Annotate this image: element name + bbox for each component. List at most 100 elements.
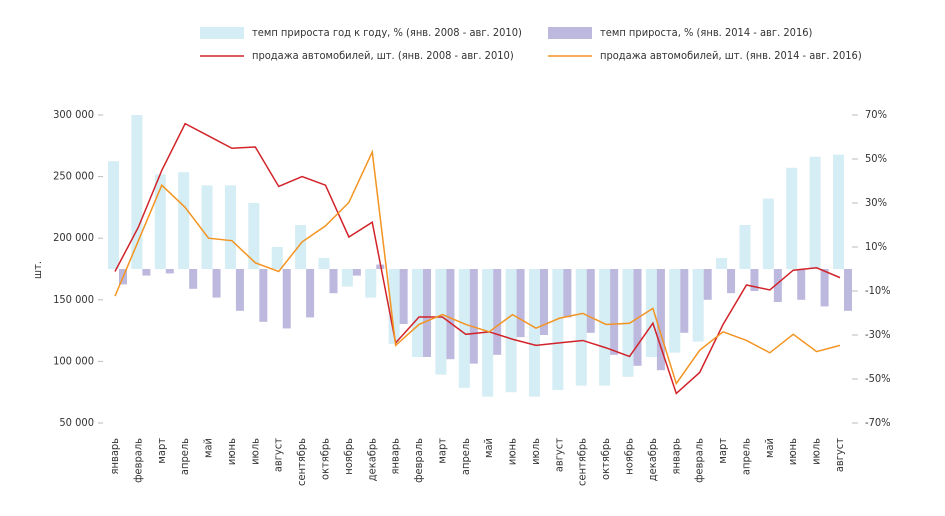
y2-tick-label: 30% <box>865 196 887 209</box>
y-tick-label: 100 000 <box>53 354 94 367</box>
bar <box>306 269 315 318</box>
legend-label: продажа автомобилей, шт. (янв. 2008 - ав… <box>252 49 514 62</box>
bar <box>154 174 166 269</box>
y2-tick-label: -50% <box>865 372 891 385</box>
legend-label: продажа автомобилей, шт. (янв. 2014 - ав… <box>600 49 862 62</box>
bar <box>727 269 736 294</box>
x-tick-label: июнь <box>786 438 799 465</box>
bar <box>469 269 478 364</box>
bar <box>844 269 852 311</box>
bar <box>482 269 494 397</box>
legend-swatch <box>200 27 244 39</box>
x-tick-label: март <box>155 438 168 464</box>
bar <box>692 269 704 342</box>
bar <box>224 185 236 269</box>
x-tick-label: октябрь <box>318 438 331 480</box>
bar <box>739 225 751 269</box>
x-tick-label: июль <box>529 438 542 465</box>
y-tick-label: 150 000 <box>53 293 94 306</box>
bar <box>108 161 119 269</box>
bar <box>142 269 151 276</box>
bar <box>786 167 798 269</box>
x-tick-label: ноябрь <box>623 438 636 475</box>
bar <box>399 269 408 324</box>
bar <box>446 269 455 360</box>
bar <box>352 269 361 276</box>
line <box>114 122 841 395</box>
x-tick-label: февраль <box>693 438 706 483</box>
bar <box>656 269 665 371</box>
bar <box>716 258 728 269</box>
bar <box>458 269 470 388</box>
bar <box>365 269 377 298</box>
bar <box>586 269 595 333</box>
bar <box>680 269 689 333</box>
bar <box>833 154 844 269</box>
x-tick-label: апрель <box>459 438 472 475</box>
bar <box>341 269 353 287</box>
x-tick-label: май <box>202 438 215 458</box>
x-tick-label: июнь <box>506 438 519 465</box>
bar <box>773 269 782 302</box>
x-tick-label: июнь <box>225 438 238 465</box>
bar <box>271 247 283 269</box>
bar <box>423 269 432 357</box>
bar <box>212 269 221 298</box>
legend-swatch <box>548 27 592 39</box>
bar <box>750 269 759 291</box>
x-tick-label: август <box>552 438 565 472</box>
bar <box>318 258 330 269</box>
bar <box>516 269 525 338</box>
x-tick-label: январь <box>108 438 121 475</box>
bar <box>552 269 564 390</box>
y-tick-label: 200 000 <box>53 231 94 244</box>
y2-tick-label: 70% <box>865 108 887 121</box>
x-tick-label: апрель <box>739 438 752 475</box>
bar <box>599 269 611 386</box>
x-tick-label: сентябрь <box>576 438 589 486</box>
x-tick-label: май <box>482 438 495 458</box>
x-tick-label: январь <box>389 438 402 475</box>
bar <box>645 269 657 357</box>
bar <box>178 172 190 269</box>
bar <box>539 269 548 335</box>
bar <box>820 269 829 307</box>
bar <box>797 269 806 300</box>
x-tick-label: август <box>833 438 846 472</box>
y-tick-label: 250 000 <box>53 170 94 183</box>
bar <box>575 269 587 386</box>
bar <box>388 269 400 344</box>
legend-label: темп прироста год к году, % (янв. 2008 -… <box>252 26 522 39</box>
x-tick-label: сентябрь <box>295 438 308 486</box>
bar <box>189 269 198 289</box>
x-tick-label: март <box>435 438 448 464</box>
bar <box>809 156 821 269</box>
y2-tick-label: -10% <box>865 284 891 297</box>
x-tick-label: июль <box>810 438 823 465</box>
bar <box>493 269 502 355</box>
x-tick-label: ноябрь <box>342 438 355 475</box>
bar <box>435 269 447 375</box>
line <box>114 149 841 386</box>
bar <box>762 198 774 269</box>
y2-tick-label: 50% <box>865 152 887 165</box>
bar <box>563 269 572 318</box>
bar <box>235 269 244 311</box>
bar <box>259 269 268 322</box>
y-tick-label: 50 000 <box>59 416 94 429</box>
x-tick-label: май <box>763 438 776 458</box>
bar <box>165 269 174 274</box>
x-tick-label: июль <box>248 438 261 465</box>
bar <box>610 269 619 355</box>
y-axis-label: шт. <box>31 261 44 279</box>
bar <box>201 185 213 269</box>
x-tick-label: декабрь <box>646 438 659 481</box>
bar <box>282 269 291 329</box>
bar <box>131 115 143 269</box>
x-tick-label: февраль <box>131 438 144 483</box>
y2-tick-label: -30% <box>865 328 891 341</box>
x-tick-label: март <box>716 438 729 464</box>
x-tick-label: октябрь <box>599 438 612 480</box>
bar <box>248 203 260 269</box>
